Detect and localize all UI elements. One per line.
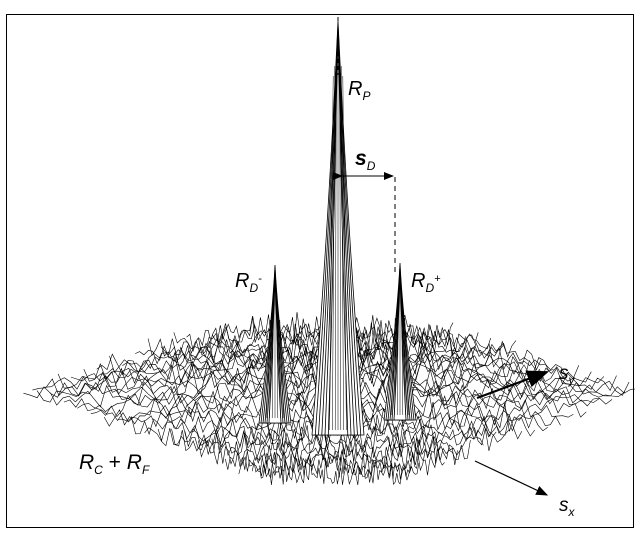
surface-mesh-line xyxy=(238,448,433,476)
label-rd-minus: RD- xyxy=(235,270,262,295)
label-sy: sy xyxy=(559,363,576,387)
label-sd: sD xyxy=(355,147,376,173)
surface-mesh-line xyxy=(171,414,497,452)
peak-ridge-line xyxy=(334,55,337,431)
peak-ridge-line xyxy=(404,317,409,416)
label-rp: RP xyxy=(348,78,370,103)
peak-ridge-line xyxy=(394,307,398,416)
peak-ridge-line xyxy=(276,299,279,419)
peak-ridge-line xyxy=(279,319,284,419)
surface-mesh-line xyxy=(251,451,420,480)
figure-frame: RP sD RD- RD+ RC + RF sy sx xyxy=(6,14,638,528)
main-peak xyxy=(311,20,365,436)
peak-ridge-line xyxy=(396,297,399,416)
peak-ridge-line xyxy=(269,309,273,419)
label-sx: sx xyxy=(559,495,576,519)
label-rc-plus-rf: RC + RF xyxy=(79,451,150,477)
peak-ridge-line xyxy=(342,75,347,431)
peak-ridge-line xyxy=(339,55,342,431)
right-side-peak xyxy=(383,262,417,421)
surface-mesh-line xyxy=(198,425,471,462)
peak-ridge-line xyxy=(401,297,404,416)
surface-mesh-line xyxy=(259,456,413,486)
peak-ridge-line xyxy=(266,319,271,419)
peak-ridge-line xyxy=(402,307,406,416)
peak-ridge-line xyxy=(277,309,281,419)
peak-ridge-line xyxy=(332,65,336,431)
sy-axis-arrow xyxy=(476,370,550,400)
correlation-surface-diagram: RP sD RD- RD+ RC + RF sy sx xyxy=(23,17,638,519)
left-side-peak xyxy=(258,264,292,424)
label-rd-plus: RD+ xyxy=(411,270,441,295)
peak-ridge-line xyxy=(391,317,396,416)
peaks-group xyxy=(258,20,417,436)
peak-ridge-line xyxy=(340,65,344,431)
peak-ridge-line xyxy=(329,75,334,431)
peak-ridge-line xyxy=(271,299,274,419)
sx-axis-arrow xyxy=(474,460,549,496)
surface-mesh-line xyxy=(225,443,445,472)
